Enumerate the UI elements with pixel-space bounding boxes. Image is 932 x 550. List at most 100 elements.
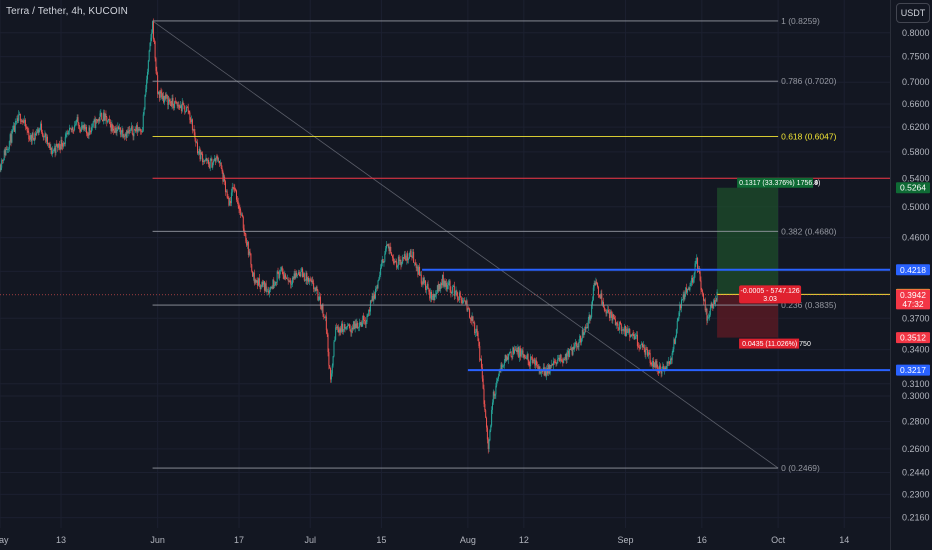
candle-body bbox=[294, 273, 296, 279]
candle-body bbox=[261, 282, 263, 287]
candle-body bbox=[9, 134, 11, 142]
candle-body bbox=[473, 322, 475, 324]
candle-body bbox=[114, 127, 116, 133]
candle-body bbox=[89, 127, 91, 131]
fib-level-label: 0 (0.2469) bbox=[781, 463, 820, 473]
candle-body bbox=[716, 291, 718, 301]
candle-body bbox=[703, 293, 705, 301]
candle-body bbox=[138, 129, 140, 131]
candle-body bbox=[158, 92, 160, 99]
candle-body bbox=[504, 354, 506, 363]
candle-body bbox=[588, 315, 590, 321]
candle-body bbox=[40, 123, 42, 129]
candle-body bbox=[644, 349, 646, 355]
candle-body bbox=[273, 279, 275, 286]
candle-body bbox=[646, 349, 648, 350]
candle-body bbox=[500, 364, 502, 372]
candle-body bbox=[88, 127, 90, 136]
candle-body bbox=[329, 365, 331, 369]
candle-body bbox=[74, 125, 76, 130]
candle-body bbox=[182, 102, 184, 105]
price-tick-label: 0.2800 bbox=[902, 416, 930, 426]
candle-body bbox=[408, 258, 410, 261]
candle-body bbox=[608, 309, 610, 313]
candle-body bbox=[341, 323, 343, 332]
candle-body bbox=[520, 351, 522, 357]
candle-body bbox=[454, 291, 456, 296]
candle-body bbox=[141, 130, 143, 133]
time-tick-label: 15 bbox=[376, 535, 386, 545]
candle-body bbox=[243, 228, 245, 233]
candle-body bbox=[56, 143, 58, 145]
candle-body bbox=[572, 346, 574, 355]
currency-button[interactable]: USDT bbox=[896, 3, 930, 23]
candle-body bbox=[363, 320, 365, 322]
candle-body bbox=[540, 372, 542, 374]
candle-body bbox=[120, 132, 122, 135]
candle-body bbox=[568, 351, 570, 357]
candle-body bbox=[76, 117, 78, 122]
candle-body bbox=[282, 271, 284, 276]
candle-body bbox=[30, 135, 32, 142]
candle-body bbox=[681, 299, 683, 301]
candle-body bbox=[613, 314, 615, 318]
candle-body bbox=[65, 134, 67, 137]
candle-body bbox=[660, 371, 662, 374]
candle-body bbox=[270, 287, 272, 288]
candle-body bbox=[10, 134, 12, 143]
candle-body bbox=[237, 201, 239, 206]
candle-body bbox=[624, 325, 626, 332]
candle-body bbox=[530, 356, 532, 367]
candle-body bbox=[480, 359, 482, 368]
candle-body bbox=[232, 187, 234, 189]
candle-body bbox=[146, 79, 148, 90]
candle-body bbox=[385, 248, 387, 254]
candle-body bbox=[362, 315, 364, 323]
candle-body bbox=[57, 144, 59, 148]
candle-body bbox=[307, 277, 309, 282]
candle-body bbox=[323, 314, 325, 317]
candle-body bbox=[81, 125, 83, 127]
candle-body bbox=[476, 328, 478, 333]
candle-body bbox=[480, 359, 482, 361]
candle-body bbox=[709, 307, 711, 315]
candle-body bbox=[22, 120, 24, 123]
candle-body bbox=[427, 284, 429, 288]
candle-body bbox=[338, 329, 340, 333]
candle-body bbox=[102, 112, 104, 122]
candle-body bbox=[498, 371, 500, 377]
candle-body bbox=[18, 114, 20, 122]
candle-body bbox=[633, 334, 635, 340]
candle-body bbox=[281, 267, 283, 272]
candle-body bbox=[280, 267, 282, 271]
candle-body bbox=[145, 89, 147, 95]
candle-body bbox=[284, 274, 286, 279]
candle-body bbox=[224, 176, 226, 182]
candle-body bbox=[3, 150, 5, 161]
candle-body bbox=[1, 160, 3, 168]
candle-body bbox=[352, 327, 354, 330]
candle-body bbox=[192, 129, 194, 131]
candle-body bbox=[285, 274, 287, 278]
candle-body bbox=[112, 124, 114, 129]
candle-body bbox=[430, 291, 432, 299]
candle-body bbox=[191, 119, 193, 131]
candle-body bbox=[193, 129, 195, 133]
candle-body bbox=[632, 333, 634, 335]
candle-body bbox=[141, 131, 143, 133]
candle-body bbox=[291, 284, 293, 286]
candle-body bbox=[443, 281, 445, 286]
candle-body bbox=[337, 326, 339, 330]
candle-body bbox=[612, 314, 614, 321]
candle-body bbox=[534, 360, 536, 366]
candle-body bbox=[481, 367, 483, 379]
candle-body bbox=[16, 118, 18, 122]
candle-body bbox=[290, 282, 292, 285]
candle-body bbox=[291, 277, 293, 285]
candle-body bbox=[240, 210, 242, 215]
candle-body bbox=[55, 143, 57, 153]
candle-body bbox=[487, 439, 489, 450]
candle-body bbox=[160, 91, 162, 94]
